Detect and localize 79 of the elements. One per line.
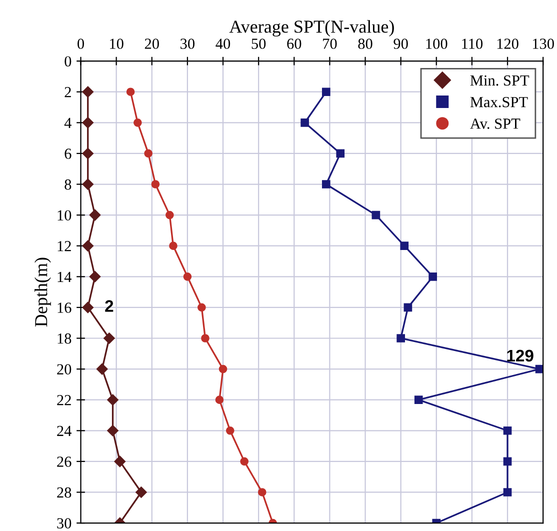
point [136, 486, 147, 498]
y-tick-label: 12 [58, 241, 71, 252]
point [428, 272, 437, 281]
x-tick-label: 10 [110, 38, 124, 49]
point [169, 242, 178, 250]
point [89, 271, 101, 282]
x-tick-label: 130 [532, 38, 554, 49]
y-tick-label: 26 [57, 456, 72, 467]
y-tick-label: 2 [64, 87, 71, 98]
x-tick-label: 70 [323, 38, 337, 49]
point [151, 180, 160, 188]
point [96, 363, 108, 375]
point [215, 396, 224, 404]
y-tick-label: 6 [64, 148, 72, 159]
point [322, 180, 330, 188]
x-tick-label: 90 [394, 38, 408, 49]
point [372, 210, 380, 220]
point [404, 303, 412, 312]
point [82, 240, 94, 252]
point [400, 242, 409, 250]
x-tick-label: 120 [497, 38, 518, 49]
point [198, 303, 206, 312]
point [126, 88, 135, 96]
point [503, 457, 512, 466]
point [396, 334, 405, 342]
legend-label: Av. SPT [470, 118, 520, 129]
y-tick-label: 14 [58, 272, 72, 282]
y-tick-label: 22 [57, 395, 71, 406]
point [144, 149, 152, 158]
point [503, 426, 512, 435]
point [535, 364, 544, 374]
y-tick-label: 8 [64, 179, 72, 190]
point [414, 396, 423, 404]
point [322, 88, 330, 96]
y-tick-label: 18 [58, 333, 72, 344]
y-tick-label: 28 [57, 487, 72, 498]
y-tick-label: 4 [64, 118, 72, 128]
x-tick-label: 20 [144, 38, 159, 49]
y-tick-label: 24 [57, 426, 72, 436]
point [82, 148, 94, 160]
point [218, 364, 228, 374]
x-tick-label: 40 [216, 38, 230, 49]
point [183, 272, 192, 281]
point [82, 117, 94, 128]
y-tick-label: 0 [64, 56, 72, 67]
point [114, 456, 126, 468]
x-tick-label: 50 [252, 38, 266, 49]
x-tick-label: 80 [358, 38, 372, 49]
legend-label: Min. SPT [470, 75, 530, 86]
annotation: 129 [507, 350, 534, 362]
annotation: 2 [105, 300, 114, 312]
point [82, 86, 94, 98]
x-tick-label: 30 [180, 38, 195, 49]
point [82, 178, 94, 190]
point [104, 332, 115, 344]
y-tick-label: 10 [58, 210, 72, 221]
point [503, 488, 512, 496]
point [107, 425, 118, 436]
y-tick-label: 20 [57, 364, 72, 374]
point [336, 149, 345, 158]
point [300, 118, 309, 127]
point [82, 302, 94, 314]
y-tick-label: 16 [58, 302, 72, 313]
x-tick-label: 60 [287, 38, 302, 49]
x-tick-label: 0 [78, 38, 84, 49]
point [226, 426, 234, 435]
x-tick-label: 110 [462, 38, 483, 49]
point [166, 210, 174, 220]
legend-label: Max.SPT [470, 96, 528, 108]
y-axis-title: Depth(m) [34, 258, 51, 327]
point [89, 209, 101, 221]
x-axis-title: Average SPT(N-value) [229, 20, 394, 37]
y-tick-label: 30 [57, 518, 72, 528]
point [133, 118, 142, 127]
point [258, 488, 266, 496]
point [201, 334, 210, 342]
x-tick-label: 100 [426, 38, 448, 49]
point [240, 457, 249, 466]
point [107, 394, 118, 406]
